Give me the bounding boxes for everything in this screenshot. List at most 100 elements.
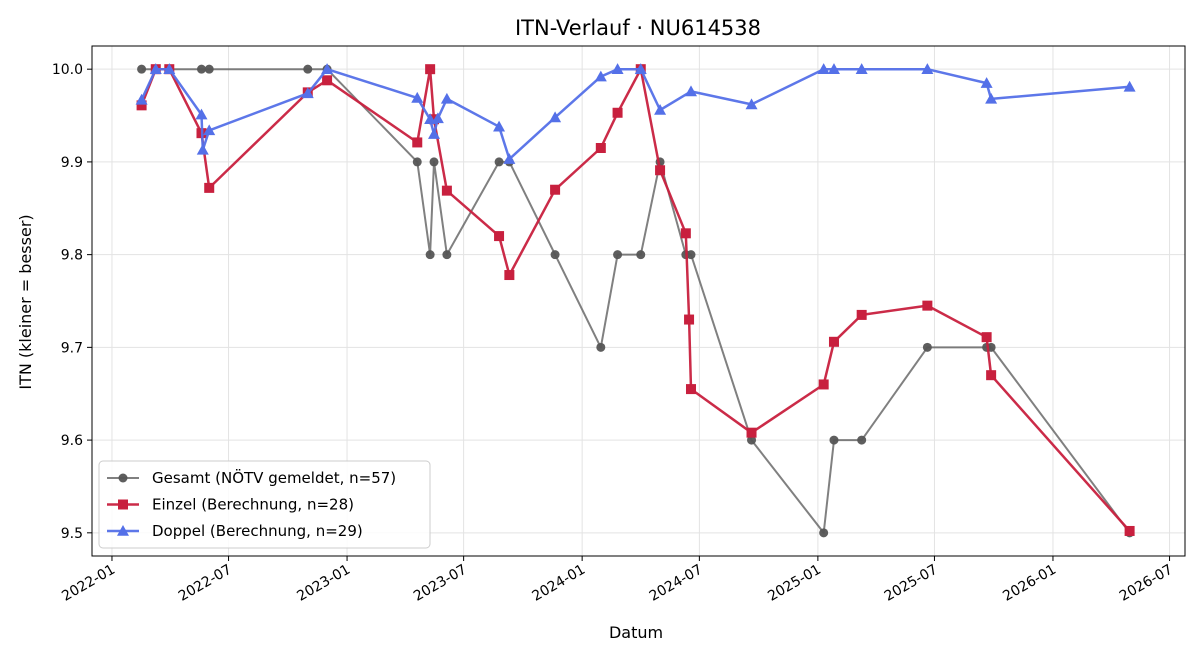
- legend-label: Einzel (Berechnung, n=28): [152, 496, 354, 514]
- series-line: [141, 68, 1131, 534]
- data-point: [594, 70, 607, 82]
- data-point: [818, 379, 829, 390]
- data-point: [425, 250, 435, 260]
- data-point: [503, 153, 516, 164]
- chart-title: ITN-Verlauf · NU614538: [515, 16, 761, 40]
- data-point: [425, 64, 436, 75]
- legend-label: Doppel (Berechnung, n=29): [152, 522, 363, 540]
- series-line: [140, 67, 1130, 161]
- data-point: [654, 103, 667, 115]
- legend-box: [98, 460, 431, 549]
- data-point: [636, 250, 646, 260]
- data-point: [494, 157, 504, 167]
- data-point: [203, 124, 216, 136]
- data-point: [412, 137, 423, 148]
- data-point: [322, 75, 333, 86]
- data-point: [204, 182, 215, 193]
- data-point: [921, 63, 934, 74]
- x-tick-label: 2022-07: [176, 562, 235, 605]
- legend-entry: Doppel (Berechnung, n=29): [107, 522, 363, 540]
- data-point: [922, 342, 932, 352]
- data-point: [684, 314, 695, 325]
- legend-entry: Gesamt (NÖTV gemeldet, n=57): [107, 468, 396, 487]
- legend: Gesamt (NÖTV gemeldet, n=57) Einzel (Bere…: [98, 460, 431, 549]
- y-tick-label: 9.8: [61, 248, 83, 264]
- x-tick-label: 2025-07: [882, 562, 941, 605]
- legend-marker: [118, 473, 128, 483]
- y-axis: 9.5 9.6 9.7 9.8 9.9 10.0: [52, 62, 92, 542]
- data-point: [746, 427, 757, 438]
- data-point: [613, 250, 623, 260]
- legend-label: Gesamt (NÖTV gemeldet, n=57): [152, 468, 396, 487]
- data-point: [549, 111, 562, 123]
- data-point: [686, 250, 696, 260]
- legend-entry: Einzel (Berechnung, n=28): [107, 496, 354, 514]
- data-point: [596, 342, 606, 352]
- data-point: [819, 528, 829, 538]
- data-point: [550, 250, 560, 260]
- data-point: [747, 435, 757, 445]
- data-point: [163, 63, 176, 74]
- x-tick-label: 2026-07: [1117, 562, 1176, 605]
- x-tick-label: 2022-01: [59, 562, 118, 605]
- x-tick-label: 2023-01: [294, 562, 353, 605]
- series-triangle: [135, 63, 1136, 164]
- data-point: [685, 384, 696, 395]
- data-point: [634, 63, 647, 74]
- data-point: [745, 98, 758, 110]
- data-point: [442, 250, 452, 260]
- data-point: [829, 435, 839, 445]
- data-point: [429, 114, 440, 125]
- x-axis-label: Datum: [609, 623, 663, 642]
- y-tick-label: 9.9: [61, 155, 83, 171]
- data-point: [655, 165, 666, 176]
- y-axis-label: ITN (kleiner = besser): [16, 214, 35, 389]
- x-tick-label: 2024-01: [529, 562, 588, 605]
- data-point: [985, 92, 998, 104]
- data-point: [550, 184, 561, 195]
- data-point: [321, 63, 334, 74]
- data-point: [136, 100, 147, 111]
- x-tick-label: 2023-07: [411, 562, 470, 605]
- data-point: [817, 63, 830, 74]
- y-tick-label: 9.7: [61, 340, 83, 356]
- data-point: [412, 157, 422, 167]
- data-point: [922, 300, 933, 311]
- data-point: [1124, 525, 1135, 536]
- data-point: [195, 108, 208, 120]
- y-tick-label: 9.6: [61, 433, 83, 449]
- data-point: [857, 435, 867, 445]
- legend-marker: [117, 525, 129, 536]
- data-point: [440, 92, 453, 104]
- data-point: [301, 87, 314, 99]
- data-point: [303, 64, 313, 74]
- y-tick-label: 9.5: [61, 526, 83, 542]
- data-point: [684, 85, 697, 97]
- data-point: [612, 107, 623, 118]
- data-point: [680, 228, 691, 239]
- data-point: [980, 77, 993, 88]
- data-point: [149, 63, 162, 74]
- x-tick-label: 2025-01: [765, 562, 824, 605]
- data-point: [441, 185, 452, 196]
- data-point: [856, 309, 867, 320]
- x-tick-label: 2026-01: [1000, 562, 1059, 605]
- data-point: [827, 63, 840, 74]
- data-point: [828, 336, 839, 347]
- x-axis: 2022-01 2022-07 2023-01 2023-07 2024-01 2024-…: [59, 556, 1176, 605]
- data-point: [135, 93, 148, 105]
- data-point: [411, 91, 424, 103]
- legend-marker: [118, 499, 128, 510]
- data-point: [196, 143, 209, 155]
- data-point: [855, 63, 868, 74]
- plot-frame: [91, 45, 1186, 557]
- data-point: [429, 157, 439, 167]
- data-point: [986, 370, 997, 381]
- data-point: [1123, 80, 1136, 92]
- data-point: [595, 143, 606, 153]
- data-point: [504, 270, 515, 281]
- data-point: [428, 128, 441, 139]
- data-point: [137, 64, 147, 74]
